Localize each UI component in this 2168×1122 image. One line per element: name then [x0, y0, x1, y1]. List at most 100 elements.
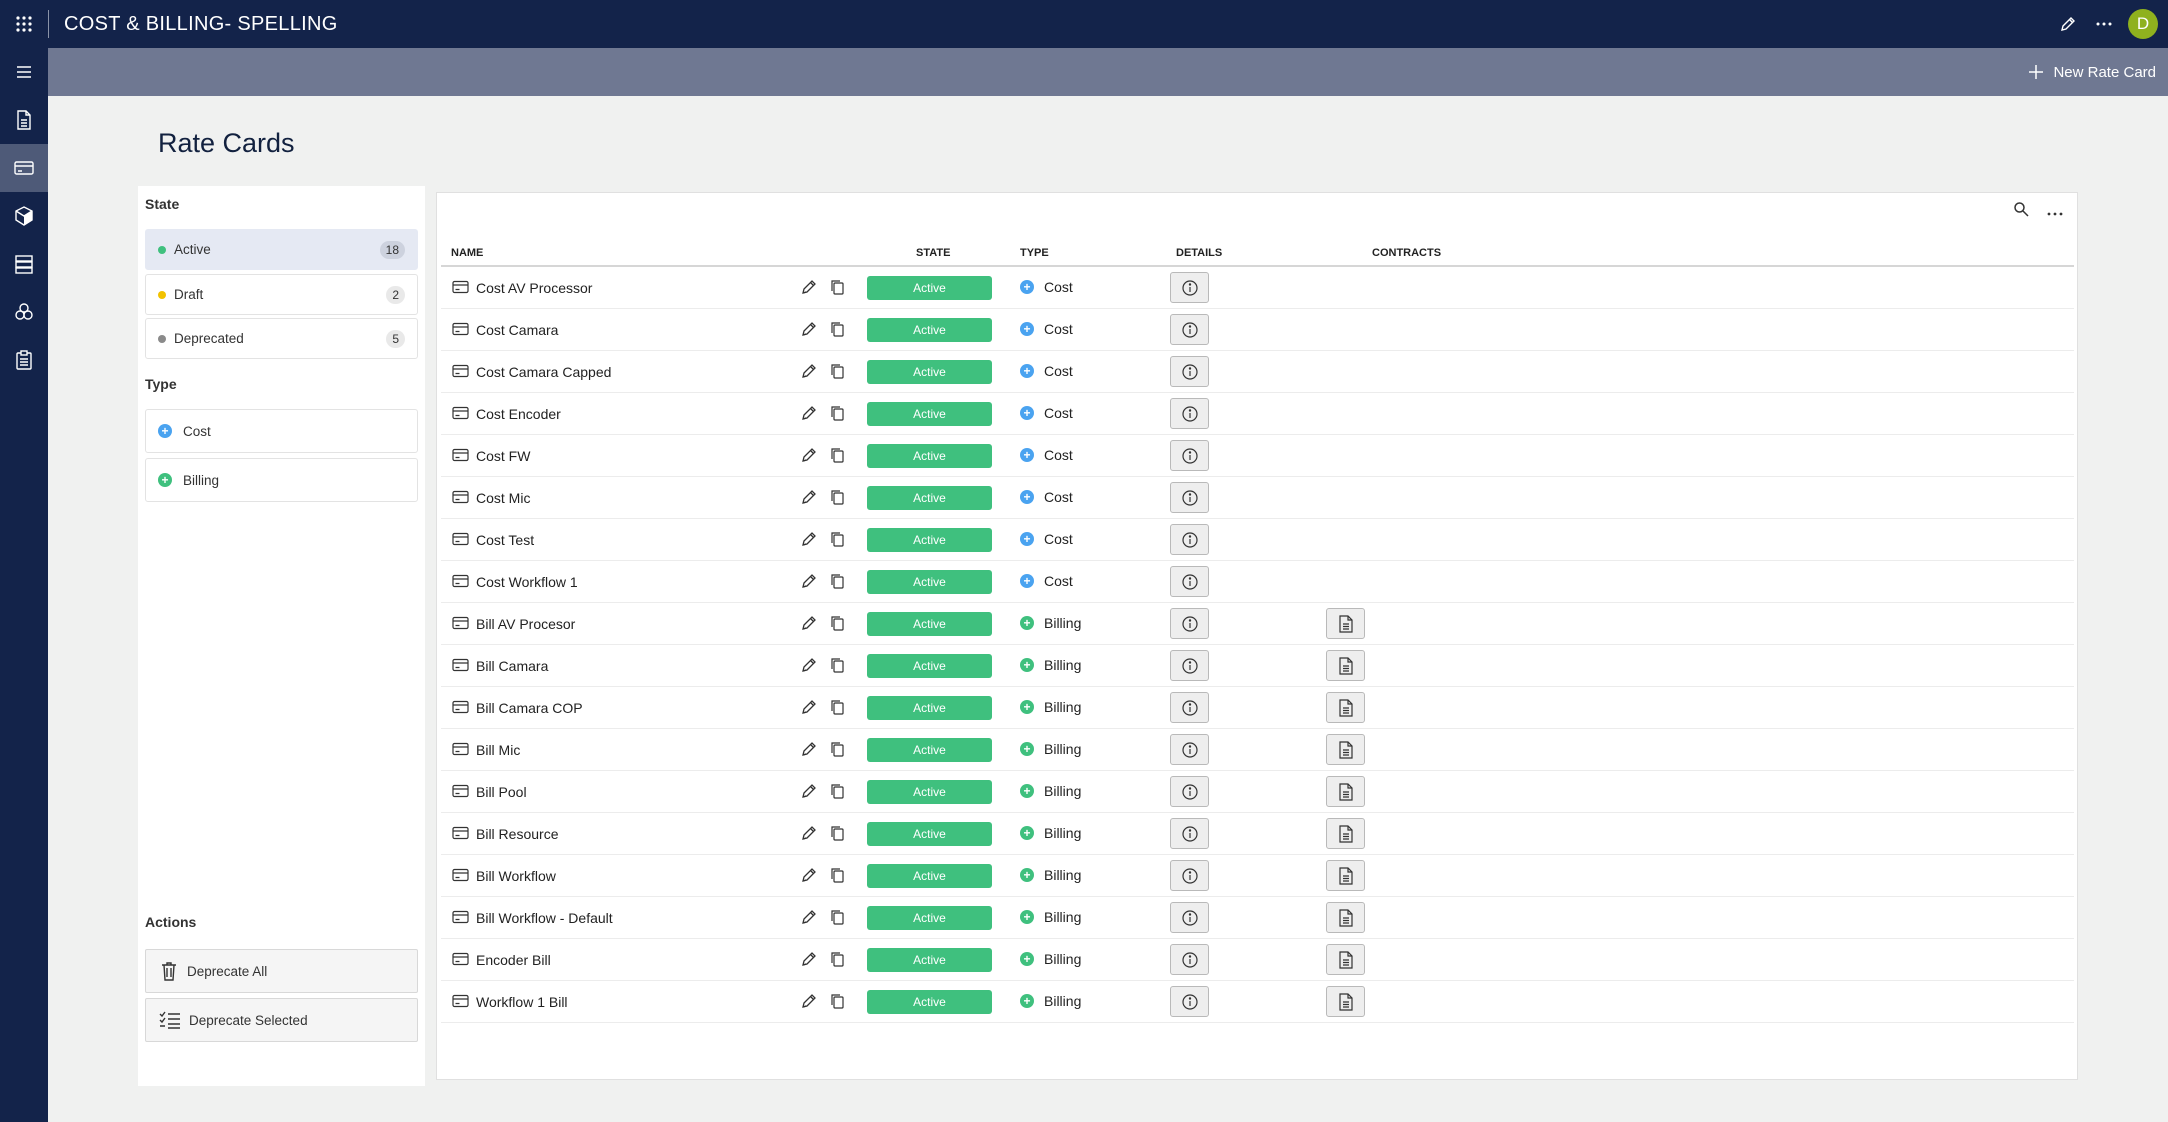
table-row[interactable]: Bill Resource Active + Billing — [441, 813, 2074, 855]
details-button[interactable] — [1170, 566, 1209, 597]
contracts-button[interactable] — [1326, 776, 1365, 807]
table-row[interactable]: Workflow 1 Bill Active + Billing — [441, 981, 2074, 1023]
copy-icon[interactable] — [830, 321, 845, 341]
edit-icon[interactable] — [800, 866, 818, 887]
more-icon[interactable] — [2047, 203, 2063, 221]
table-row[interactable]: Cost Test Active + Cost — [441, 519, 2074, 561]
edit-icon[interactable] — [800, 740, 818, 761]
details-button[interactable] — [1170, 524, 1209, 555]
more-icon[interactable] — [2086, 0, 2122, 48]
details-button[interactable] — [1170, 482, 1209, 513]
table-row[interactable]: Encoder Bill Active + Billing — [441, 939, 2074, 981]
copy-icon[interactable] — [830, 951, 845, 971]
copy-icon[interactable] — [830, 489, 845, 509]
edit-icon[interactable] — [800, 950, 818, 971]
copy-icon[interactable] — [830, 783, 845, 803]
rate-card-name[interactable]: Cost Camara — [476, 322, 559, 338]
table-row[interactable]: Bill Pool Active + Billing — [441, 771, 2074, 813]
avatar[interactable]: D — [2128, 9, 2158, 39]
contracts-button[interactable] — [1326, 608, 1365, 639]
copy-icon[interactable] — [830, 993, 845, 1013]
edit-icon[interactable] — [800, 614, 818, 635]
copy-icon[interactable] — [830, 657, 845, 677]
details-button[interactable] — [1170, 272, 1209, 303]
rate-card-name[interactable]: Cost AV Processor — [476, 280, 593, 296]
copy-icon[interactable] — [830, 909, 845, 929]
details-button[interactable] — [1170, 314, 1209, 345]
contracts-button[interactable] — [1326, 734, 1365, 765]
server-icon[interactable] — [0, 240, 48, 288]
type-filter-cost[interactable]: + Cost — [145, 409, 418, 453]
rate-card-name[interactable]: Cost FW — [476, 448, 531, 464]
details-button[interactable] — [1170, 734, 1209, 765]
edit-icon[interactable] — [800, 446, 818, 467]
contracts-button[interactable] — [1326, 860, 1365, 891]
edit-icon[interactable] — [800, 362, 818, 383]
contracts-button[interactable] — [1326, 986, 1365, 1017]
rate-card-name[interactable]: Workflow 1 Bill — [476, 994, 568, 1010]
copy-icon[interactable] — [830, 615, 845, 635]
edit-icon[interactable] — [2050, 0, 2086, 48]
details-button[interactable] — [1170, 440, 1209, 471]
edit-icon[interactable] — [800, 320, 818, 341]
table-row[interactable]: Cost FW Active + Cost — [441, 435, 2074, 477]
rate-card-name[interactable]: Bill Workflow - Default — [476, 910, 613, 926]
group-icon[interactable] — [0, 288, 48, 336]
edit-icon[interactable] — [800, 488, 818, 509]
state-filter-deprecated[interactable]: Deprecated 5 — [145, 318, 418, 359]
contracts-button[interactable] — [1326, 902, 1365, 933]
copy-icon[interactable] — [830, 867, 845, 887]
table-row[interactable]: Bill Mic Active + Billing — [441, 729, 2074, 771]
column-header-type[interactable]: TYPE — [1020, 247, 1049, 259]
column-header-state[interactable]: STATE — [916, 247, 951, 259]
new-rate-card-button[interactable]: New Rate Card — [2027, 48, 2156, 96]
rate-card-name[interactable]: Cost Camara Capped — [476, 364, 612, 380]
table-row[interactable]: Cost AV Processor Active + Cost — [441, 267, 2074, 309]
table-row[interactable]: Bill AV Procesor Active + Billing — [441, 603, 2074, 645]
table-row[interactable]: Cost Workflow 1 Active + Cost — [441, 561, 2074, 603]
table-row[interactable]: Cost Mic Active + Cost — [441, 477, 2074, 519]
copy-icon[interactable] — [830, 279, 845, 299]
copy-icon[interactable] — [830, 447, 845, 467]
rate-card-name[interactable]: Bill Workflow — [476, 868, 556, 884]
rate-card-name[interactable]: Cost Workflow 1 — [476, 574, 578, 590]
column-header-details[interactable]: DETAILS — [1176, 247, 1223, 259]
edit-icon[interactable] — [800, 278, 818, 299]
column-header-contracts[interactable]: CONTRACTS — [1372, 247, 1442, 259]
edit-icon[interactable] — [800, 656, 818, 677]
table-row[interactable]: Bill Workflow Active + Billing — [441, 855, 2074, 897]
rate-card-name[interactable]: Bill Pool — [476, 784, 527, 800]
table-row[interactable]: Bill Workflow - Default Active + Billing — [441, 897, 2074, 939]
edit-icon[interactable] — [800, 698, 818, 719]
rate-card-name[interactable]: Bill Camara COP — [476, 700, 583, 716]
edit-icon[interactable] — [800, 572, 818, 593]
copy-icon[interactable] — [830, 825, 845, 845]
copy-icon[interactable] — [830, 363, 845, 383]
copy-icon[interactable] — [830, 741, 845, 761]
details-button[interactable] — [1170, 398, 1209, 429]
rate-card-name[interactable]: Cost Encoder — [476, 406, 561, 422]
contracts-button[interactable] — [1326, 818, 1365, 849]
rate-card-name[interactable]: Bill Camara — [476, 658, 549, 674]
rate-card-name[interactable]: Bill Mic — [476, 742, 521, 758]
details-button[interactable] — [1170, 818, 1209, 849]
edit-icon[interactable] — [800, 992, 818, 1013]
box-icon[interactable] — [0, 192, 48, 240]
details-button[interactable] — [1170, 860, 1209, 891]
search-icon[interactable] — [2013, 201, 2029, 222]
details-button[interactable] — [1170, 356, 1209, 387]
deprecate-selected-button[interactable]: Deprecate Selected — [145, 998, 418, 1042]
copy-icon[interactable] — [830, 699, 845, 719]
edit-icon[interactable] — [800, 908, 818, 929]
copy-icon[interactable] — [830, 531, 845, 551]
rate-card-name[interactable]: Bill AV Procesor — [476, 616, 576, 632]
details-button[interactable] — [1170, 692, 1209, 723]
contracts-button[interactable] — [1326, 692, 1365, 723]
rate-card-icon[interactable] — [0, 144, 48, 192]
deprecate-all-button[interactable]: Deprecate All — [145, 949, 418, 993]
details-button[interactable] — [1170, 902, 1209, 933]
details-button[interactable] — [1170, 608, 1209, 639]
table-row[interactable]: Cost Camara Active + Cost — [441, 309, 2074, 351]
contracts-button[interactable] — [1326, 944, 1365, 975]
rate-card-name[interactable]: Bill Resource — [476, 826, 559, 842]
